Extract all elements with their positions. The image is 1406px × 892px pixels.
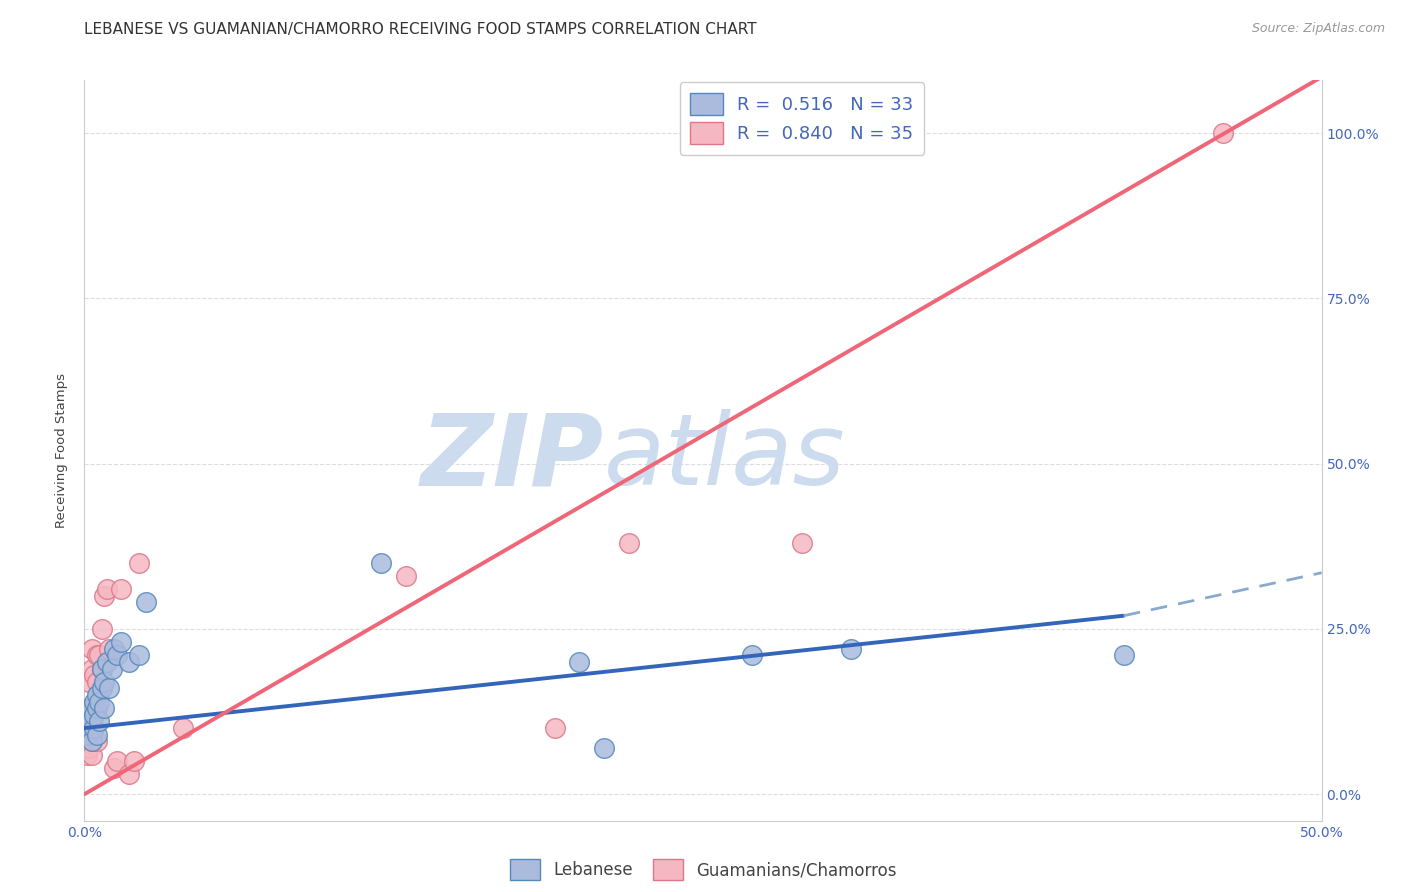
Text: LEBANESE VS GUAMANIAN/CHAMORRO RECEIVING FOOD STAMPS CORRELATION CHART: LEBANESE VS GUAMANIAN/CHAMORRO RECEIVING…: [84, 22, 756, 37]
Point: [80, 714, 103, 729]
Point: [89, 695, 111, 709]
Point: [86, 688, 108, 702]
Point: [79, 707, 101, 722]
Point: [79, 701, 101, 715]
Point: [83, 721, 105, 735]
Text: Source: ZipAtlas.com: Source: ZipAtlas.com: [1251, 22, 1385, 36]
Point: [96, 655, 118, 669]
Point: [110, 582, 132, 597]
Point: [172, 721, 194, 735]
Point: [90, 662, 112, 676]
Point: [593, 740, 616, 755]
Point: [98, 681, 121, 696]
Point: [98, 641, 121, 656]
Point: [1112, 648, 1135, 663]
Point: [80, 734, 103, 748]
Point: [93, 674, 115, 689]
Text: ZIP: ZIP: [420, 409, 605, 507]
Point: [103, 761, 125, 775]
Point: [118, 655, 141, 669]
Point: [96, 582, 118, 597]
Point: [1212, 126, 1234, 140]
Point: [79, 740, 101, 755]
Point: [83, 707, 105, 722]
Point: [80, 662, 103, 676]
Point: [128, 648, 150, 663]
Text: atlas: atlas: [605, 409, 845, 507]
Point: [83, 668, 105, 682]
Point: [90, 662, 112, 676]
Point: [80, 641, 103, 656]
Point: [790, 536, 813, 550]
Point: [90, 681, 112, 696]
Point: [83, 695, 105, 709]
Point: [89, 714, 111, 729]
Point: [80, 747, 103, 762]
Point: [395, 569, 418, 583]
Point: [86, 648, 108, 663]
Point: [79, 728, 101, 742]
Point: [105, 754, 128, 768]
Point: [93, 589, 115, 603]
Point: [118, 767, 141, 781]
Point: [76, 747, 98, 762]
Point: [370, 556, 392, 570]
Point: [86, 674, 108, 689]
Y-axis label: Receiving Food Stamps: Receiving Food Stamps: [55, 373, 69, 528]
Point: [86, 701, 108, 715]
Point: [100, 662, 122, 676]
Point: [841, 641, 863, 656]
Point: [80, 701, 103, 715]
Legend: Lebanese, Guamanians/Chamorros: Lebanese, Guamanians/Chamorros: [503, 853, 903, 887]
Point: [105, 648, 128, 663]
Point: [79, 728, 101, 742]
Point: [89, 648, 111, 663]
Point: [103, 641, 125, 656]
Point: [110, 635, 132, 649]
Point: [76, 734, 98, 748]
Point: [741, 648, 763, 663]
Point: [617, 536, 640, 550]
Point: [83, 701, 105, 715]
Point: [122, 754, 145, 768]
Point: [80, 734, 103, 748]
Point: [76, 721, 98, 735]
Point: [568, 655, 591, 669]
Point: [79, 674, 101, 689]
Point: [128, 556, 150, 570]
Point: [90, 622, 112, 636]
Point: [93, 701, 115, 715]
Point: [86, 734, 108, 748]
Point: [86, 728, 108, 742]
Point: [543, 721, 565, 735]
Point: [135, 595, 157, 609]
Point: [76, 721, 98, 735]
Point: [76, 714, 98, 729]
